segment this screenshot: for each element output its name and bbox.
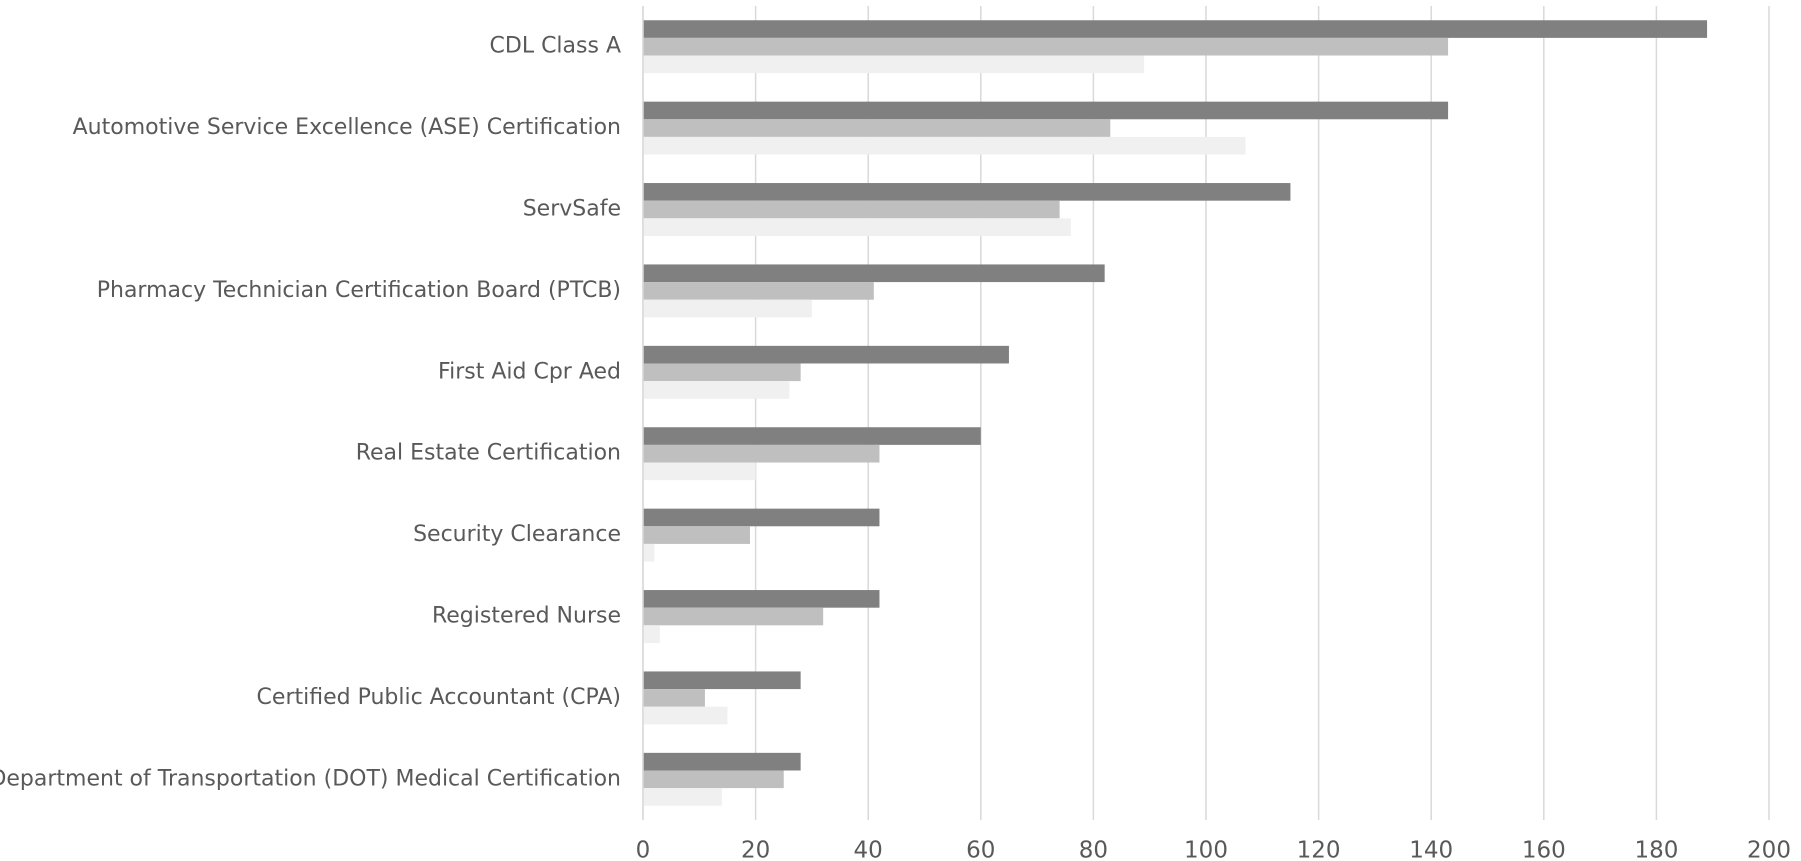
bar	[643, 543, 655, 562]
bar	[643, 363, 801, 382]
bar	[643, 770, 784, 789]
bar	[643, 345, 1009, 364]
x-tick-label: 200	[1747, 838, 1791, 861]
bar	[643, 20, 1708, 38]
bar	[643, 607, 824, 626]
bar	[643, 101, 1449, 120]
y-tick-label: First Aid Cpr Aed	[438, 359, 621, 384]
bar	[643, 752, 801, 771]
x-tick-label: 180	[1634, 838, 1678, 861]
bar	[643, 590, 880, 608]
y-tick-label: Pharmacy Technician Certification Board …	[97, 278, 621, 303]
x-tick-label: 40	[854, 838, 883, 861]
y-tick-label: Department of Transportation (DOT) Medic…	[0, 766, 621, 791]
y-tick-label: Security Clearance	[413, 522, 621, 547]
x-tick-label: 100	[1184, 838, 1228, 861]
bar	[643, 508, 880, 527]
x-tick-label: 160	[1522, 838, 1566, 861]
bar	[643, 788, 722, 806]
y-tick-label: Real Estate Certification	[356, 441, 621, 466]
y-tick-label: Registered Nurse	[432, 604, 621, 629]
x-tick-label: 120	[1297, 838, 1341, 861]
bar	[643, 299, 812, 318]
bar	[643, 625, 660, 643]
bar	[643, 689, 705, 707]
y-tick-label: ServSafe	[523, 197, 621, 222]
bar	[643, 218, 1071, 236]
bar	[643, 264, 1105, 283]
bar	[643, 444, 880, 463]
bar	[643, 427, 981, 445]
bar	[643, 706, 728, 725]
bar	[643, 183, 1291, 201]
bar	[643, 136, 1246, 155]
x-tick-label: 20	[741, 838, 770, 861]
bar	[643, 37, 1449, 56]
bar	[643, 671, 801, 690]
bar	[643, 526, 750, 544]
x-tick-label: 0	[636, 838, 651, 861]
y-tick-label: CDL Class A	[490, 34, 621, 59]
x-tick-label: 60	[966, 838, 995, 861]
y-tick-label: Automotive Service Excellence (ASE) Cert…	[73, 115, 621, 140]
bar	[643, 462, 756, 481]
x-tick-label: 80	[1079, 838, 1108, 861]
bar	[643, 119, 1111, 137]
y-tick-label: Certified Public Accountant (CPA)	[257, 685, 621, 710]
bar	[643, 381, 790, 399]
bar	[643, 282, 874, 300]
x-tick-label: 140	[1409, 838, 1453, 861]
bar	[643, 55, 1145, 74]
bar	[643, 200, 1060, 219]
